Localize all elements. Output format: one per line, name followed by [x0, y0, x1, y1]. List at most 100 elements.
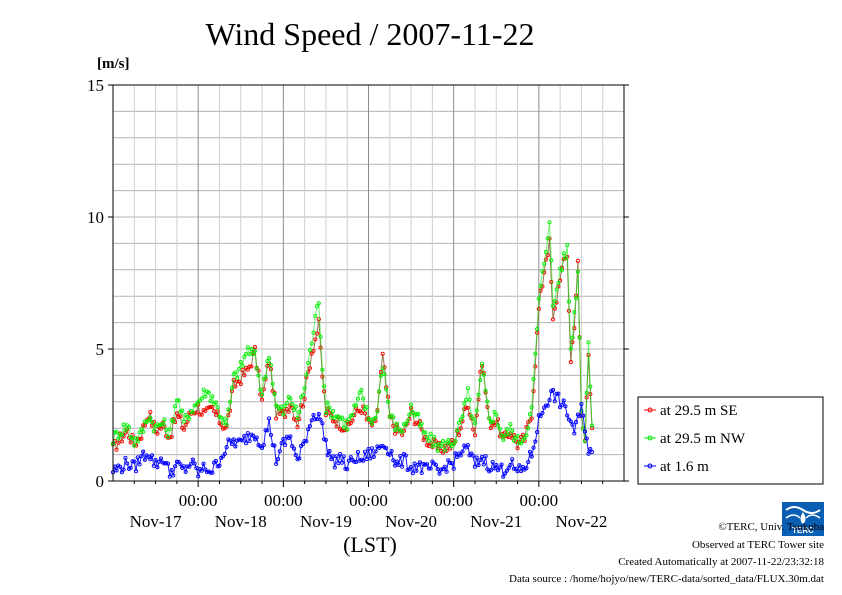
data-point: [394, 421, 399, 426]
data-point: [316, 317, 321, 322]
data-point: [378, 373, 383, 378]
data-point: [565, 413, 570, 418]
data-point: [167, 474, 172, 479]
data-point: [199, 468, 204, 473]
data-point: [135, 439, 140, 444]
data-point: [352, 459, 357, 464]
data-point: [238, 359, 243, 364]
data-point: [354, 459, 359, 465]
data-point: [206, 390, 211, 395]
data-point: [258, 387, 263, 392]
data-point: [483, 388, 488, 393]
legend-box: [637, 396, 824, 485]
data-point: [554, 287, 559, 292]
legend-label: at 29.5 m NW: [660, 431, 746, 447]
data-point: [369, 446, 375, 451]
data-point: [306, 360, 311, 366]
data-point: [174, 459, 179, 464]
data-point: [543, 403, 548, 408]
data-point: [384, 387, 389, 392]
data-point: [405, 418, 410, 424]
data-point: [151, 429, 156, 434]
data-point: [446, 458, 451, 463]
data-point: [369, 421, 375, 426]
data-point: [380, 366, 385, 371]
data-point: [533, 364, 538, 369]
data-point: [414, 468, 419, 473]
data-point: [270, 443, 275, 448]
data-point: [245, 431, 250, 436]
data-point: [164, 461, 169, 466]
data-point: [215, 464, 220, 469]
data-point: [286, 409, 291, 414]
data-point: [476, 392, 481, 397]
grid: [113, 85, 624, 481]
data-point: [552, 306, 557, 311]
data-point: [213, 459, 218, 464]
data-point: [151, 463, 156, 468]
data-point: [517, 440, 522, 445]
plot-frame: [112, 84, 625, 482]
data-point: [141, 429, 146, 434]
data-point: [501, 474, 506, 479]
data-point: [527, 449, 533, 454]
data-point: [158, 456, 163, 461]
data-point: [268, 432, 273, 437]
x-tick-date-label: Nov-22: [555, 512, 607, 531]
series-3: [110, 388, 595, 479]
data-point: [487, 416, 492, 421]
data-point: [210, 394, 215, 399]
data-point: [462, 401, 467, 406]
data-point: [322, 384, 327, 389]
data-point: [574, 420, 579, 425]
data-point: [545, 253, 550, 258]
data-point: [492, 466, 497, 471]
data-point: [125, 461, 130, 466]
data-point: [469, 414, 474, 419]
data-point: [162, 417, 167, 422]
data-point: [210, 470, 215, 475]
data-point: [142, 457, 147, 462]
data-point: [313, 337, 318, 342]
logo-text: TERC: [792, 526, 814, 535]
data-point: [451, 466, 456, 471]
data-point: [267, 416, 272, 421]
data-point: [314, 304, 320, 309]
data-point: [339, 460, 344, 465]
data-point: [220, 426, 226, 431]
data-point: [233, 384, 238, 389]
data-point: [588, 384, 593, 389]
data-point: [481, 372, 486, 377]
data-point: [403, 453, 408, 458]
data-point: [488, 420, 493, 425]
data-point: [352, 403, 357, 408]
data-point: [579, 402, 584, 407]
data-point: [304, 372, 309, 377]
data-point: [435, 448, 440, 453]
data-point: [527, 412, 533, 417]
data-point: [378, 444, 383, 449]
y-axis-ticks: 0 5 10 15: [87, 76, 629, 491]
data-point: [524, 433, 529, 438]
data-point: [361, 396, 366, 401]
data-point: [550, 317, 556, 322]
data-point: [387, 452, 392, 457]
data-point: [590, 449, 595, 455]
data-point: [204, 470, 210, 475]
data-point: [471, 427, 476, 432]
data-point: [222, 416, 227, 421]
data-point: [472, 421, 478, 426]
data-point: [183, 469, 188, 474]
data-point: [561, 398, 566, 403]
data-point: [135, 455, 140, 460]
data-point: [247, 364, 252, 369]
data-point: [341, 454, 346, 459]
data-point: [288, 396, 293, 401]
series-line: [112, 389, 593, 479]
data-point: [279, 440, 284, 446]
data-point: [359, 388, 364, 393]
data-point: [314, 416, 320, 422]
data-point: [146, 418, 151, 423]
data-point: [180, 408, 185, 413]
data-point: [187, 464, 192, 469]
